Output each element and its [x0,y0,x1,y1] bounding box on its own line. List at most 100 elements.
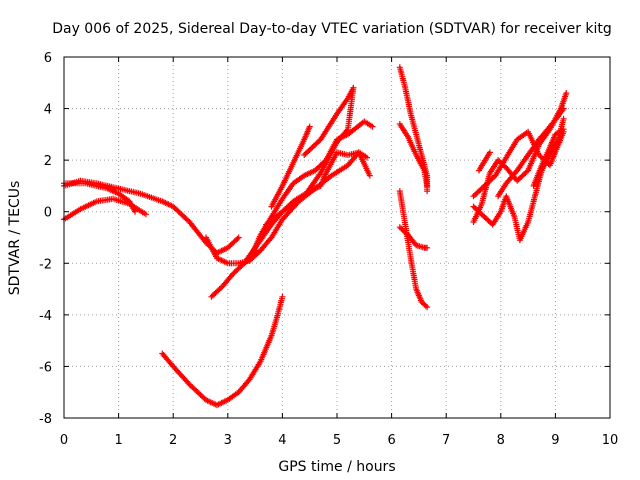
data-trace [301,125,312,141]
x-tick-label: 0 [60,433,68,448]
data-trace [302,171,323,198]
data-trace [408,112,419,136]
data-point [486,149,493,156]
data-trace [406,233,418,247]
data-trace [330,163,350,178]
chart-title: Day 006 of 2025, Sidereal Day-to-day VTE… [52,21,612,37]
data-trace [106,186,120,196]
data-trace [490,210,503,226]
data-point [364,154,370,161]
y-tick-label: -4 [39,309,52,324]
data-trace [414,153,427,172]
data-point [563,90,570,97]
x-tick-label: 2 [169,433,177,448]
series-arc-14 [396,188,431,311]
data-point [369,123,376,130]
data-point [235,234,242,241]
data-trace [346,119,366,137]
series-arc-20 [495,105,567,200]
data-trace [171,204,192,224]
data-trace [226,390,241,402]
axis-ticks: 0 1 2 3 4 5 6 7 8 9 10 -8 -6 -4 -2 0 2 4 6 [39,51,618,448]
data-trace [515,129,530,142]
series-arc-12 [396,64,431,195]
data-trace [231,261,246,276]
series-arc-08 [268,123,313,210]
data-trace [62,207,82,222]
data-trace [280,181,296,201]
data-trace [204,397,219,408]
data-trace [525,143,542,172]
data-trace [547,133,558,149]
data-trace [209,284,224,299]
data-trace [413,133,425,157]
data-trace [242,238,263,265]
data-trace [526,138,541,157]
data-trace [117,191,131,204]
data-trace [95,196,115,205]
data-trace [479,171,493,206]
data-trace [117,185,142,197]
series-arc-03 [61,180,138,215]
data-trace [537,125,552,142]
x-axis-label: GPS time / hours [278,459,395,475]
data-point [279,293,286,300]
data-trace [171,364,192,387]
data-trace [247,359,263,381]
data-trace [269,218,285,239]
y-tick-label: -6 [39,360,52,375]
x-tick-label: 7 [442,433,450,448]
data-point [132,208,138,215]
data-trace [318,171,329,188]
x-tick-label: 9 [551,433,559,448]
data-trace [269,316,280,337]
data-trace [548,114,560,129]
y-tick-label: -8 [39,412,52,427]
data-trace [405,135,419,157]
data-trace [335,149,350,158]
data-trace [515,168,530,183]
data-trace [345,86,356,100]
data-trace [531,164,545,188]
data-trace [335,96,350,116]
y-axis-label: SDTVAR / TECUs [7,181,23,296]
grid [64,57,610,418]
data-trace [496,182,509,198]
data-trace [160,352,175,368]
x-tick-label: 4 [278,433,286,448]
data-trace [504,168,519,185]
data-trace [291,138,307,164]
data-point [366,172,373,179]
data-trace [318,112,339,141]
data-trace [215,397,230,408]
x-tick-label: 10 [602,433,619,448]
data-trace [274,295,285,319]
data-trace [258,334,274,363]
series-arc-01 [61,177,242,256]
data-trace [187,382,208,402]
data-trace [139,191,164,204]
series-arc-02 [61,195,149,223]
data-trace [362,119,374,129]
data-trace [357,150,369,160]
y-tick-label: -2 [39,257,52,272]
data-trace [397,66,408,90]
data-trace [471,204,487,219]
x-tick-label: 6 [387,433,395,448]
series-arc-21 [530,126,567,189]
data-trace [503,195,517,219]
data-trace [547,138,561,157]
data-trace [160,199,175,209]
data-trace [269,184,285,208]
data-trace [264,209,284,227]
data-point [424,304,431,311]
data-point [560,105,567,112]
data-point [424,244,431,251]
data-trace [318,140,340,175]
series-arc-10 [301,84,357,158]
data-trace [515,153,530,172]
data-trace [220,272,235,289]
data-trace [556,107,566,118]
data-trace [203,236,219,260]
